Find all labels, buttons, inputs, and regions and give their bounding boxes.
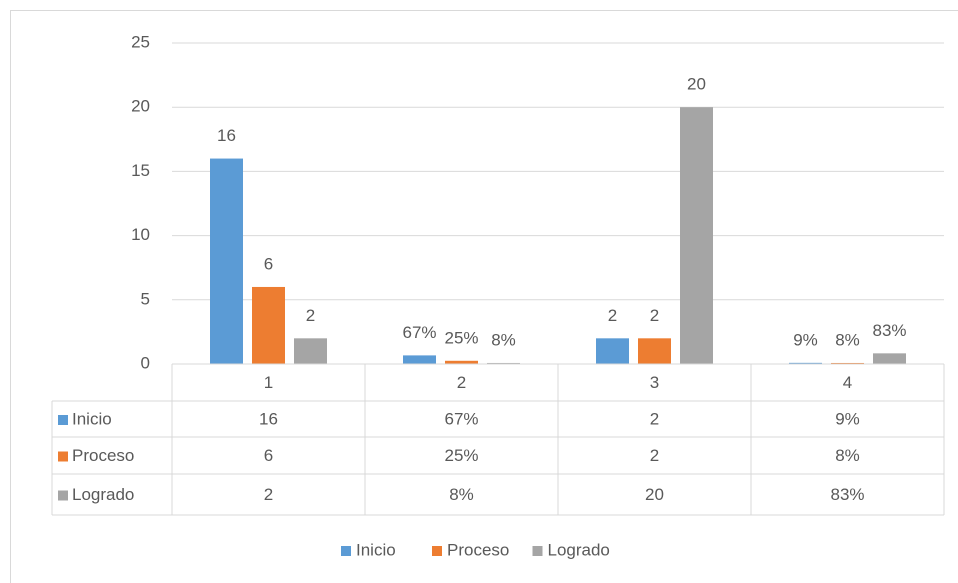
bar [294, 338, 327, 364]
x-tick-label: 1 [264, 373, 273, 392]
table-cell: 6 [264, 446, 273, 465]
x-tick-label: 2 [457, 373, 466, 392]
table-cell: 8% [449, 485, 474, 504]
legend-key [532, 546, 543, 556]
data-label: 2 [306, 306, 315, 325]
y-tick-label: 0 [141, 353, 150, 372]
table-cell: 2 [650, 446, 659, 465]
bar [680, 107, 713, 364]
data-label: 2 [650, 306, 659, 325]
y-tick-label: 25 [131, 32, 150, 51]
table-cell: 2 [650, 409, 659, 428]
bar [445, 360, 478, 364]
y-tick-label: 5 [141, 289, 150, 308]
y-tick-label: 10 [131, 225, 150, 244]
bar [403, 355, 436, 364]
table-row-label: Logrado [72, 485, 134, 504]
data-label: 67% [402, 323, 436, 342]
bar [210, 158, 243, 364]
y-tick-label: 20 [131, 97, 150, 116]
y-tick-label: 15 [131, 161, 150, 180]
bar [252, 286, 285, 364]
data-label: 25% [444, 328, 478, 347]
legend-key [432, 546, 442, 556]
data-label: 2 [608, 306, 617, 325]
data-label: 8% [491, 330, 516, 349]
legend-key [341, 546, 351, 556]
table-cell: 9% [835, 409, 860, 428]
data-label: 16 [217, 126, 236, 145]
bar [638, 338, 671, 364]
table-legend-key [58, 451, 68, 462]
bar [873, 353, 906, 364]
table-cell: 2 [264, 485, 273, 504]
x-tick-label: 3 [650, 373, 659, 392]
table-cell: 16 [259, 409, 278, 428]
legend-label: Proceso [447, 540, 509, 559]
bar [487, 362, 520, 364]
legend-label: Inicio [356, 540, 396, 559]
data-label: 83% [872, 321, 906, 340]
table-legend-key [58, 415, 68, 425]
table-legend-key [58, 490, 68, 501]
chart-border [10, 10, 958, 583]
bar [789, 362, 822, 364]
data-label: 20 [687, 75, 706, 94]
table-cell: 25% [444, 446, 478, 465]
table-row-label: Proceso [72, 446, 134, 465]
table-cell: 20 [645, 485, 664, 504]
data-label: 8% [835, 330, 860, 349]
data-label: 6 [264, 254, 273, 273]
table-cell: 83% [830, 485, 864, 504]
bar [831, 362, 864, 364]
table-cell: 8% [835, 446, 860, 465]
table-row-label: Inicio [72, 409, 112, 428]
x-tick-label: 4 [843, 373, 852, 392]
table-cell: 67% [444, 409, 478, 428]
data-label: 9% [793, 330, 818, 349]
bar [596, 338, 629, 364]
legend-label: Logrado [548, 540, 610, 559]
